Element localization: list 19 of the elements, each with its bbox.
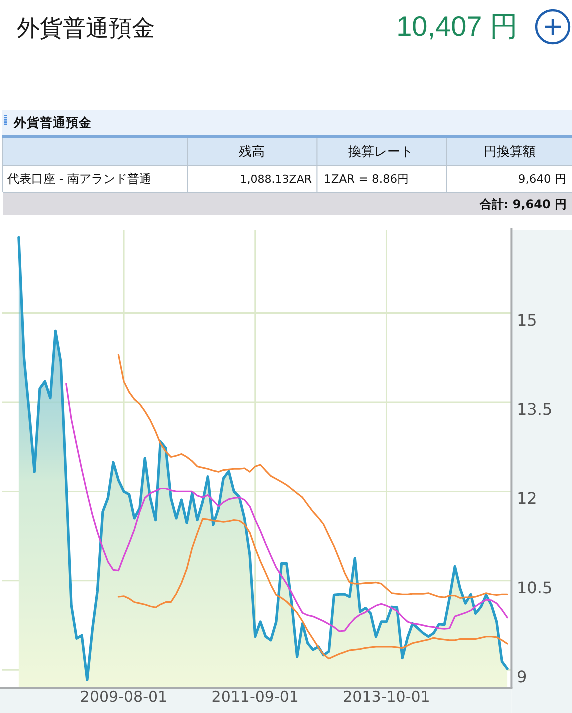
text: 外貨普通預金 <box>13 115 92 130</box>
text: 残高 <box>239 144 265 160</box>
text: 外貨普通預金 <box>17 16 155 42</box>
text: 円換算額 <box>484 145 536 160</box>
text: 9,640 円 <box>518 172 567 186</box>
text: 換算レート <box>348 145 414 160</box>
y-tick-label: 9 <box>517 668 528 687</box>
y-tick-label: 12 <box>517 489 538 508</box>
y-tick-label: 15 <box>517 310 538 330</box>
text: 10,407 円 <box>396 11 518 42</box>
x-tick-label: 2013-10-01 <box>343 688 430 706</box>
y-tick-label: 10.5 <box>517 578 553 598</box>
text: 1,088.13ZAR <box>240 173 312 186</box>
x-tick-label: 2011-09-01 <box>212 688 299 706</box>
y-tick-label: 13.5 <box>517 400 553 419</box>
x-tick-label: 2009-08-01 <box>80 688 168 706</box>
text: 1ZAR = 8.86円 <box>324 172 410 186</box>
text: 代表口座 - 南アランド普通 <box>6 172 152 186</box>
text: 合計: 9,640 円 <box>478 198 567 212</box>
